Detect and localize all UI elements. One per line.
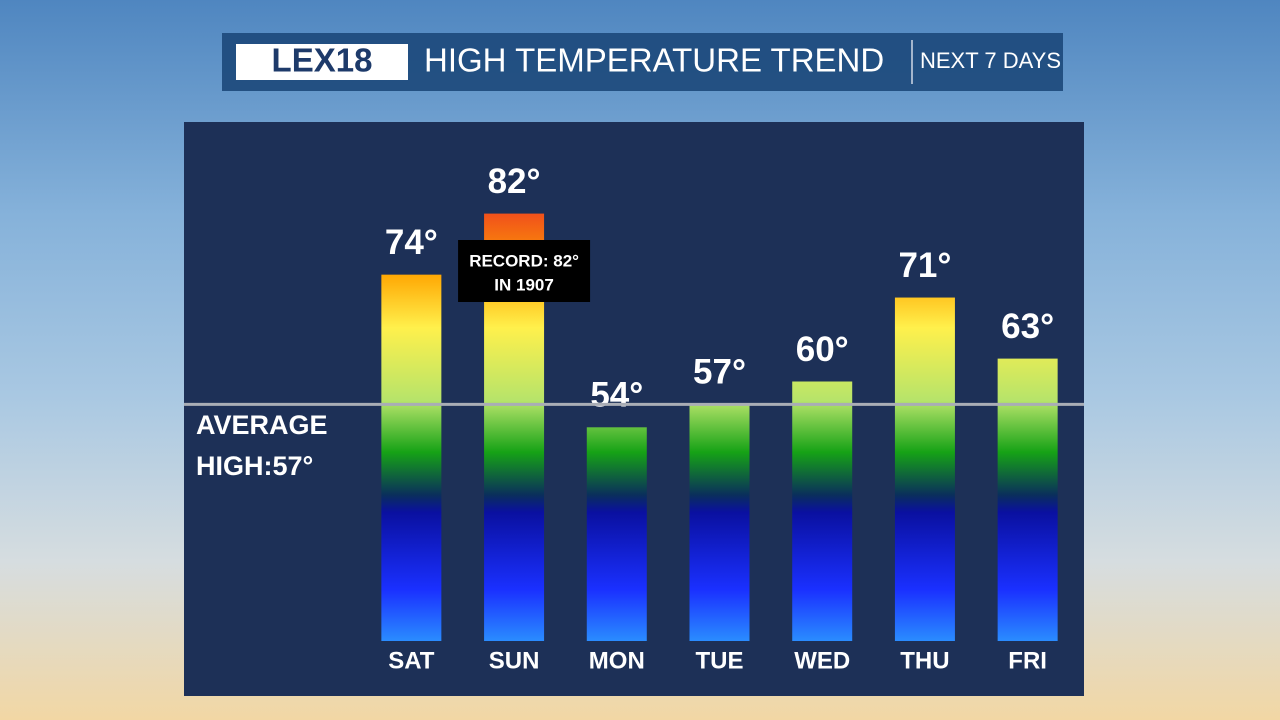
logo: LEX18 xyxy=(272,42,373,79)
annotation-text: IN 1907 xyxy=(494,275,554,294)
x-tick-label: MON xyxy=(589,647,645,674)
x-tick-label: SUN xyxy=(489,647,540,674)
bar xyxy=(381,274,442,641)
average-label: AVERAGE HIGH:57° xyxy=(196,410,328,482)
value-label: 82° xyxy=(488,162,541,201)
x-tick-label: FRI xyxy=(1008,647,1047,674)
x-tick-label: TUE xyxy=(696,647,744,674)
value-label: 71° xyxy=(898,246,951,285)
x-tick-label: THU xyxy=(900,647,949,674)
chart-subtitle: NEXT 7 DAYS xyxy=(920,48,1061,73)
bar xyxy=(689,404,750,641)
annotation-box xyxy=(458,240,591,302)
bar xyxy=(894,297,955,641)
bar xyxy=(997,358,1058,641)
bar xyxy=(792,381,853,641)
value-label: 60° xyxy=(796,330,849,369)
chart-title: HIGH TEMPERATURE TREND xyxy=(424,42,884,79)
x-tick-label: SAT xyxy=(388,647,435,674)
value-label: 54° xyxy=(590,376,643,415)
bar xyxy=(586,427,647,641)
value-label: 74° xyxy=(385,223,438,262)
value-label: 57° xyxy=(693,353,746,392)
x-tick-label: WED xyxy=(794,647,850,674)
annotation-text: RECORD: 82° xyxy=(469,251,579,270)
logo-box xyxy=(236,44,408,80)
value-label: 63° xyxy=(1001,307,1054,346)
